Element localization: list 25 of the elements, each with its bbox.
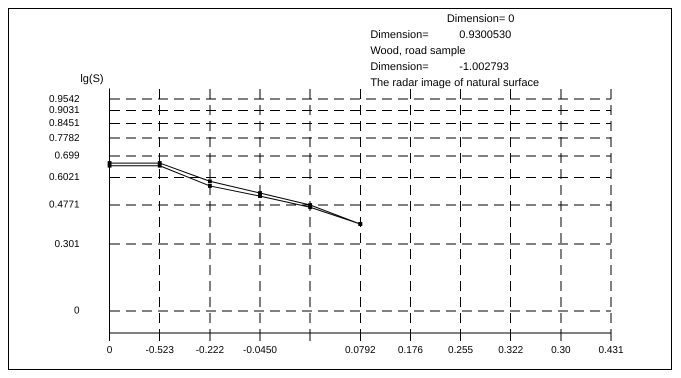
y-tick-label: 0.699: [54, 150, 80, 162]
text: Dimension= -1.002793: [370, 61, 509, 74]
y-axis-title: lg(S): [80, 73, 104, 86]
y-tick-label: 0.8451: [48, 118, 80, 130]
x-tick-label: 0.176: [398, 344, 424, 356]
annotation: The radar image of natural surface: [370, 77, 540, 90]
y-tick-label: 0.6021: [48, 172, 80, 184]
y-tick-label: 0.9031: [48, 105, 80, 116]
y-tick-label: 0.301: [54, 238, 80, 250]
x-tick-label: -0.0450: [243, 344, 278, 356]
x-tick-label: 0.0792: [344, 344, 376, 356]
text: Wood, road sample: [370, 45, 466, 58]
x-tick-label: 0.30: [551, 344, 572, 356]
y-tick-label: 0.4771: [48, 200, 80, 211]
x-tick-label: -0.222: [196, 344, 224, 356]
y-tick-label: 0.9542: [48, 94, 80, 105]
x-tick-label: 0.431: [598, 344, 624, 356]
x-tick-label: -0.523: [146, 344, 174, 356]
text: Dimension= 0: [446, 13, 514, 26]
text: Dimension= 0.9300530: [370, 29, 512, 42]
x-tick-label: 0: [106, 344, 113, 356]
x-tick-label: 0.255: [448, 344, 474, 356]
y-tick-label: 0: [74, 306, 80, 317]
y-tick-label: 0.7782: [48, 132, 80, 144]
x-tick-label: 0.322: [498, 344, 524, 356]
